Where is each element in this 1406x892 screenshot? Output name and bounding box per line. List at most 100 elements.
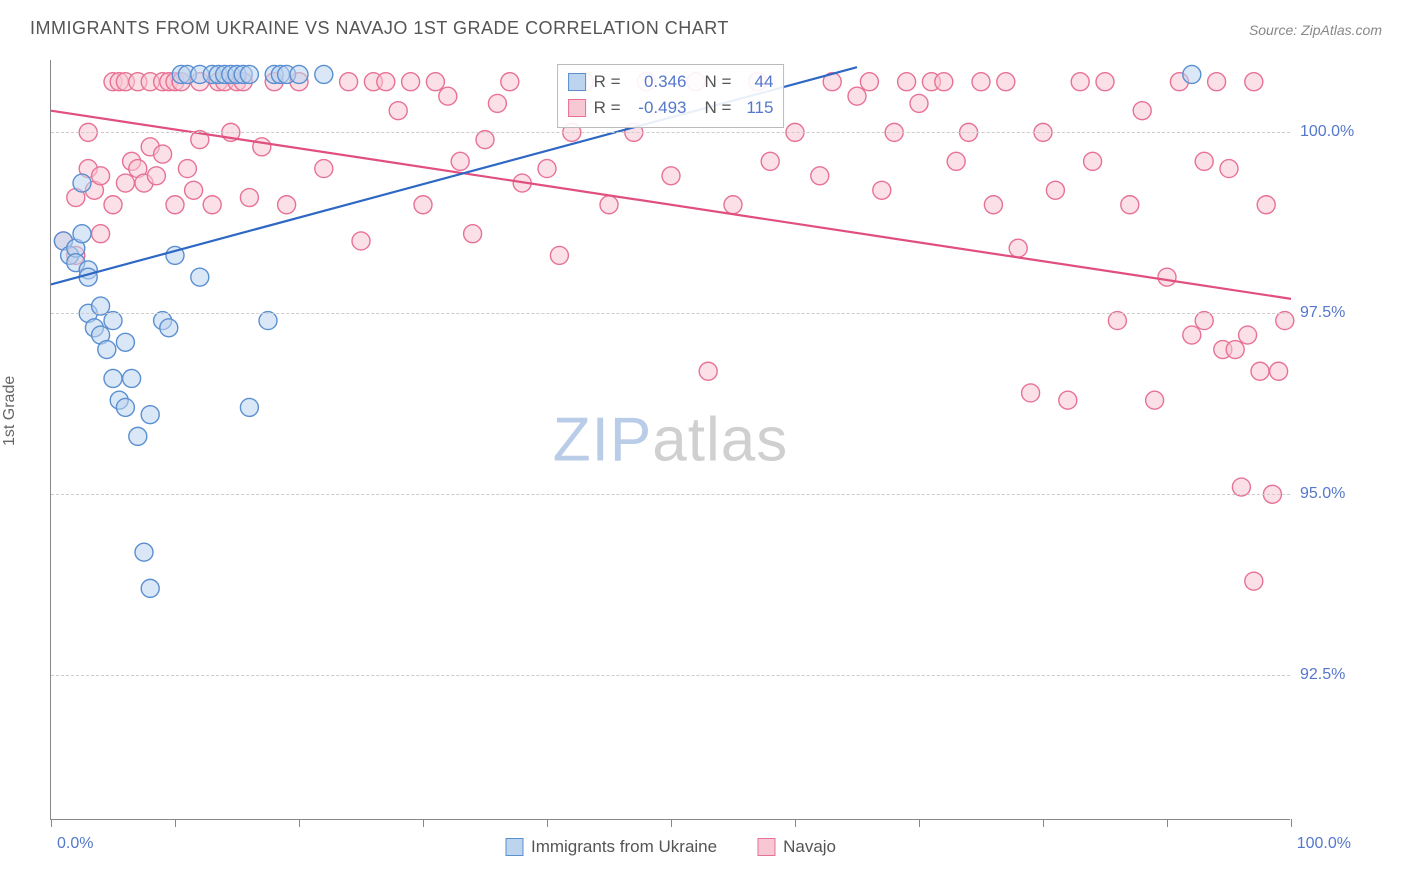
stat-r-label: R = xyxy=(594,72,621,92)
data-point xyxy=(79,261,97,279)
data-point xyxy=(389,102,407,120)
data-point xyxy=(265,65,283,83)
y-tick-label: 100.0% xyxy=(1300,123,1380,141)
data-point xyxy=(1239,326,1257,344)
data-point xyxy=(61,246,79,264)
y-tick-label: 92.5% xyxy=(1300,666,1380,684)
chart-svg xyxy=(51,60,1290,819)
data-point xyxy=(116,398,134,416)
data-point xyxy=(290,73,308,91)
data-point xyxy=(216,65,234,83)
data-point xyxy=(1183,65,1201,83)
data-point xyxy=(451,152,469,170)
data-point xyxy=(1071,73,1089,91)
stat-n-value: 115 xyxy=(739,98,773,118)
data-point xyxy=(185,181,203,199)
data-point xyxy=(67,189,85,207)
data-point xyxy=(104,196,122,214)
data-point xyxy=(947,152,965,170)
data-point xyxy=(79,268,97,286)
data-point xyxy=(278,65,296,83)
data-point xyxy=(377,73,395,91)
data-point xyxy=(1226,341,1244,359)
y-axis-label: 1st Grade xyxy=(1,376,19,446)
data-point xyxy=(278,196,296,214)
x-tick xyxy=(175,819,176,827)
data-point xyxy=(203,65,221,83)
x-tick-label: 0.0% xyxy=(57,835,93,853)
data-point xyxy=(73,225,91,243)
data-point xyxy=(1133,102,1151,120)
y-tick-label: 95.0% xyxy=(1300,485,1380,503)
data-point xyxy=(501,73,519,91)
data-point xyxy=(129,160,147,178)
data-point xyxy=(228,73,246,91)
data-point xyxy=(662,167,680,185)
data-point xyxy=(910,94,928,112)
data-point xyxy=(85,319,103,337)
data-point xyxy=(166,73,184,91)
data-point xyxy=(154,145,172,163)
data-point xyxy=(98,341,116,359)
y-tick-label: 97.5% xyxy=(1300,304,1380,322)
data-point xyxy=(271,65,289,83)
data-point xyxy=(54,232,72,250)
legend-item: Immigrants from Ukraine xyxy=(505,837,717,857)
data-point xyxy=(222,65,240,83)
data-point xyxy=(1084,152,1102,170)
data-point xyxy=(935,73,953,91)
data-point xyxy=(1245,73,1263,91)
watermark: ZIPatlas xyxy=(553,404,788,475)
data-point xyxy=(1170,73,1188,91)
legend-label: Immigrants from Ukraine xyxy=(531,837,717,857)
data-point xyxy=(92,326,110,344)
x-tick xyxy=(299,819,300,827)
data-point xyxy=(73,174,91,192)
data-point xyxy=(172,73,190,91)
data-point xyxy=(141,406,159,424)
data-point xyxy=(1183,326,1201,344)
data-point xyxy=(67,254,85,272)
data-point xyxy=(1158,268,1176,286)
source-attribution: Source: ZipAtlas.com xyxy=(1249,22,1382,38)
data-point xyxy=(724,196,742,214)
data-point xyxy=(1214,341,1232,359)
legend-swatch xyxy=(568,99,586,117)
data-point xyxy=(116,73,134,91)
data-point xyxy=(110,73,128,91)
data-point xyxy=(92,167,110,185)
data-point xyxy=(154,73,172,91)
data-point xyxy=(67,239,85,257)
data-point xyxy=(352,232,370,250)
data-point xyxy=(104,73,122,91)
data-point xyxy=(123,369,141,387)
bottom-legend: Immigrants from UkraineNavajo xyxy=(505,837,836,857)
stat-n-label: N = xyxy=(705,98,732,118)
x-tick xyxy=(795,819,796,827)
data-point xyxy=(178,65,196,83)
data-point xyxy=(1208,73,1226,91)
x-tick xyxy=(1167,819,1168,827)
data-point xyxy=(898,73,916,91)
x-tick xyxy=(1043,819,1044,827)
data-point xyxy=(79,160,97,178)
data-point xyxy=(1270,362,1288,380)
data-point xyxy=(488,94,506,112)
data-point xyxy=(85,181,103,199)
chart-title: IMMIGRANTS FROM UKRAINE VS NAVAJO 1ST GR… xyxy=(30,18,729,39)
data-point xyxy=(290,65,308,83)
data-point xyxy=(141,73,159,91)
data-point xyxy=(104,369,122,387)
data-point xyxy=(234,65,252,83)
data-point xyxy=(1195,152,1213,170)
watermark-zip: ZIP xyxy=(553,405,652,474)
data-point xyxy=(92,225,110,243)
data-point xyxy=(178,160,196,178)
data-point xyxy=(972,73,990,91)
data-point xyxy=(166,246,184,264)
data-point xyxy=(265,73,283,91)
data-point xyxy=(823,73,841,91)
watermark-atlas: atlas xyxy=(652,405,788,474)
data-point xyxy=(209,73,227,91)
data-point xyxy=(240,398,258,416)
